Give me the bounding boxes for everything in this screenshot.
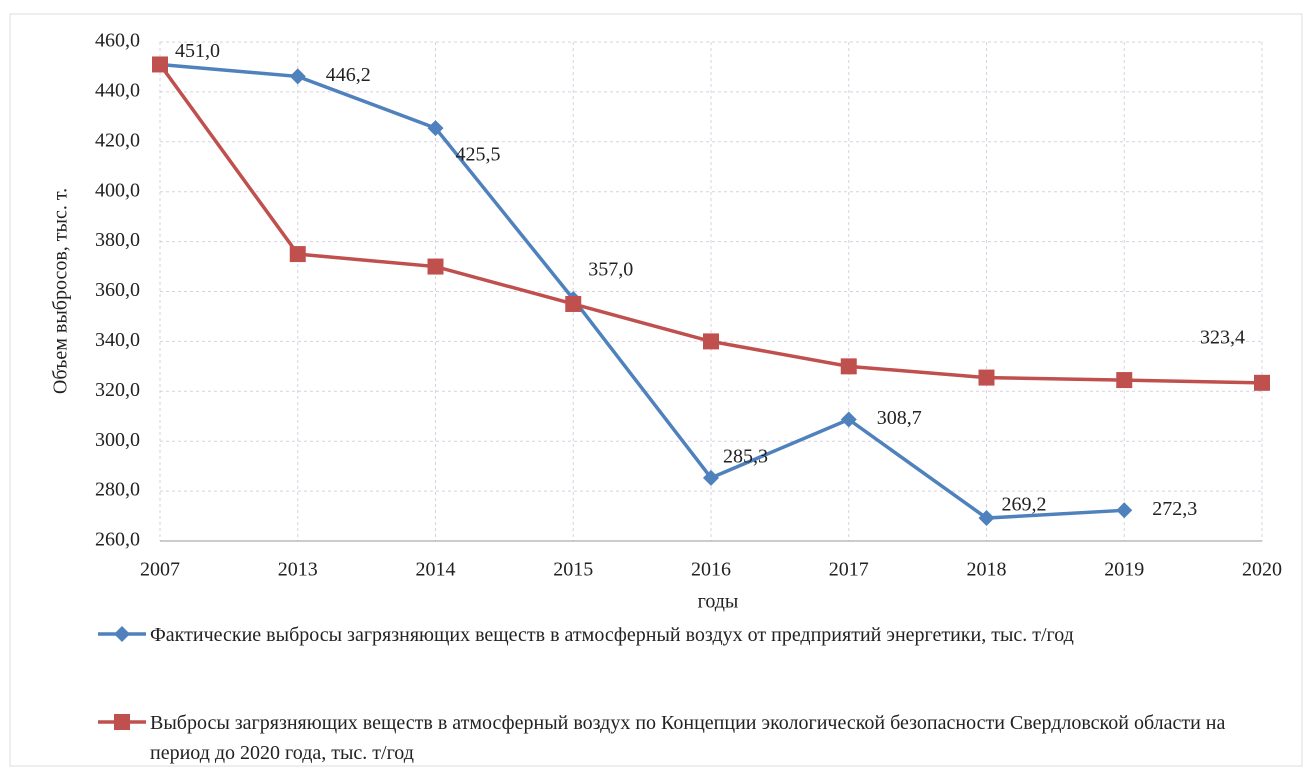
x-tick-label: 2020 — [1242, 559, 1282, 581]
data-label: 451,0 — [175, 40, 220, 62]
y-tick-label: 320,0 — [95, 379, 140, 401]
chart-border — [9, 13, 1303, 767]
marker — [978, 369, 995, 386]
data-label: 446,2 — [326, 64, 371, 86]
legend-entry: Выбросы загрязняющих веществ в атмосферн… — [150, 712, 1226, 764]
marker — [152, 56, 168, 73]
marker — [1116, 502, 1133, 519]
x-tick-label: 2018 — [967, 559, 1007, 581]
legend-marker — [114, 626, 130, 642]
x-tick-label: 2013 — [278, 559, 318, 581]
x-axis-title: годы — [698, 591, 739, 613]
marker — [703, 469, 719, 486]
series-line — [159, 62, 1125, 520]
data-label: 269,2 — [1002, 494, 1047, 516]
y-tick-label: 380,0 — [95, 229, 140, 251]
y-tick-label: 420,0 — [95, 129, 140, 151]
y-tick-label: 360,0 — [95, 279, 140, 301]
data-label: 357,0 — [588, 259, 633, 281]
y-tick-label: 340,0 — [95, 329, 140, 351]
x-tick-label: 2014 — [416, 559, 456, 581]
marker — [289, 68, 306, 85]
marker — [427, 258, 444, 275]
legend-entry: Фактические выбросы загрязняющих веществ… — [150, 624, 1074, 646]
data-label: 323,4 — [1200, 326, 1245, 348]
y-tick-label: 460,0 — [95, 30, 140, 52]
marker — [840, 358, 857, 375]
x-tick-label: 2007 — [140, 559, 180, 581]
marker — [427, 120, 444, 137]
marker — [703, 333, 719, 350]
data-label: 285,3 — [723, 445, 768, 467]
y-axis-title: Объем выбросов, тыс. т. — [50, 188, 72, 394]
marker — [1116, 372, 1133, 389]
y-tick-label: 260,0 — [95, 529, 140, 551]
data-label: 308,7 — [877, 407, 922, 429]
marker — [840, 411, 857, 428]
data-label: 272,3 — [1152, 498, 1197, 520]
y-tick-label: 280,0 — [95, 479, 140, 501]
marker — [1254, 374, 1270, 391]
legend-marker — [114, 714, 130, 730]
x-tick-label: 2016 — [691, 559, 731, 581]
y-tick-label: 400,0 — [95, 179, 140, 201]
y-tick-label: 300,0 — [95, 429, 140, 451]
x-tick-label: 2019 — [1104, 559, 1144, 581]
marker — [978, 510, 995, 527]
x-tick-label: 2015 — [553, 559, 593, 581]
x-tick-label: 2017 — [829, 559, 869, 581]
marker — [289, 246, 306, 263]
data-label: 425,5 — [456, 144, 501, 166]
marker — [565, 295, 582, 312]
y-tick-label: 440,0 — [95, 79, 140, 101]
